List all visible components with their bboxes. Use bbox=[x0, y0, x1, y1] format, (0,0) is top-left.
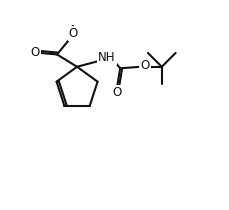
Text: O: O bbox=[140, 59, 149, 72]
Text: O: O bbox=[112, 86, 121, 99]
Text: O: O bbox=[31, 46, 40, 59]
Text: O: O bbox=[68, 27, 77, 40]
Text: NH: NH bbox=[98, 51, 115, 64]
